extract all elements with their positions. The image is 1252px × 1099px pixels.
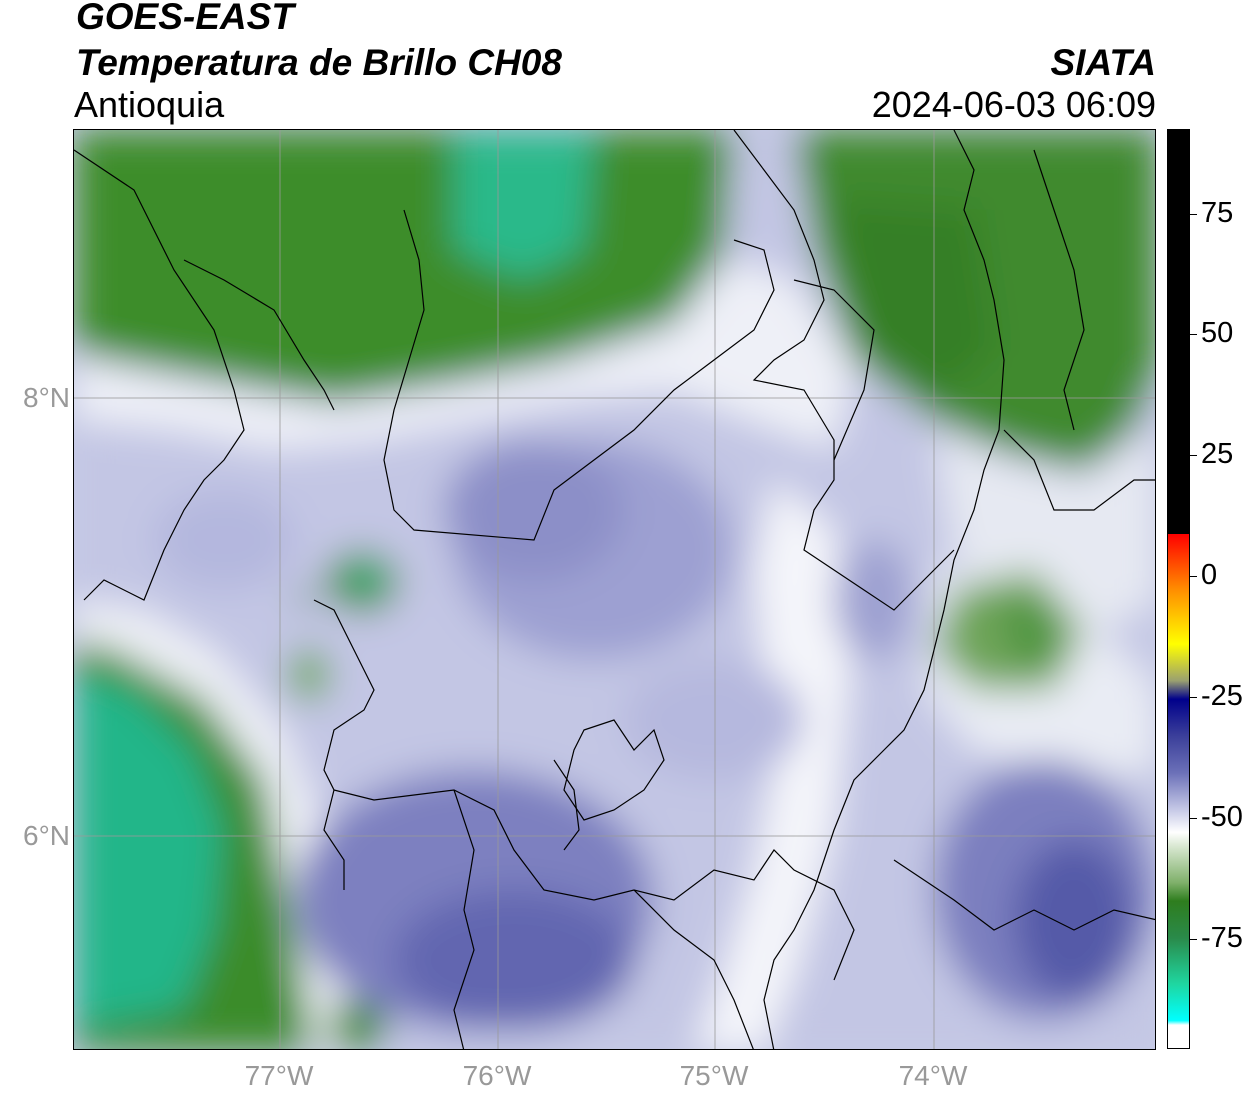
colorbar-tick: [1190, 697, 1197, 698]
product-title: Temperatura de Brillo CH08: [76, 42, 562, 83]
colorbar: [1167, 129, 1190, 1049]
colorbar-label: 25: [1201, 438, 1234, 470]
agency-label: SIATA: [1050, 42, 1156, 83]
colorbar-label: -75: [1201, 922, 1243, 954]
lon-label-77w: 77°W: [244, 1060, 314, 1091]
brightness-temperature-map: [73, 129, 1156, 1050]
colorbar-label: -50: [1201, 801, 1243, 833]
timestamp-label: 2024-06-03 06:09: [871, 84, 1156, 125]
lon-label-76w: 76°W: [462, 1060, 532, 1091]
lon-label-75w: 75°W: [679, 1060, 749, 1091]
department-borders: [74, 130, 1155, 1049]
lon-label-74w: 74°W: [898, 1060, 968, 1091]
lat-label-6n: 6°N: [23, 820, 70, 851]
colorbar-tick: [1190, 818, 1197, 819]
region-label: Antioquia: [74, 84, 225, 125]
colorbar-label: 0: [1201, 559, 1218, 591]
satellite-title: GOES-EAST: [76, 0, 294, 37]
colorbar-tick: [1190, 576, 1197, 577]
colorbar-tick: [1190, 334, 1197, 335]
colorbar-tick: [1190, 214, 1197, 215]
colorbar-tick: [1190, 455, 1197, 456]
colorbar-label: 50: [1201, 317, 1234, 349]
colorbar-label: -25: [1201, 680, 1243, 712]
colorbar-tick: [1190, 939, 1197, 940]
colorbar-label: 75: [1201, 197, 1234, 229]
graticule: [74, 130, 1155, 1049]
lat-label-8n: 8°N: [23, 382, 70, 413]
